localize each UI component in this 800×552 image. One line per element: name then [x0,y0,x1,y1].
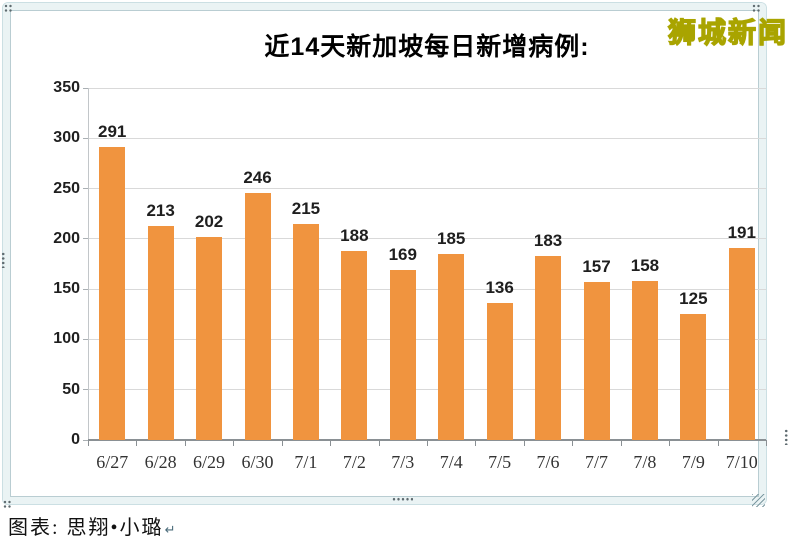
x-axis-tick-6 [378,440,380,446]
bar-value-6/29: 202 [194,211,224,231]
bar-7/7 [583,282,610,440]
y-axis-label-150: 150 [53,280,80,298]
bar-6/29 [196,236,223,440]
bar-6/30 [244,192,271,440]
x-axis-label-7/7: 7/7 [584,452,608,472]
y-axis-line [88,88,89,440]
x-axis-tick-12 [669,440,671,446]
resize-handle-bottom-middle[interactable] [392,497,413,502]
y-axis-tick-350 [83,87,88,89]
y-axis-label-300: 300 [53,129,80,147]
y-axis-tick-0 [83,439,88,441]
x-axis-label-7/2: 7/2 [342,452,366,472]
y-axis-tick-250 [83,188,88,190]
y-axis-label-250: 250 [53,179,80,197]
y-axis-tick-100 [83,338,88,340]
watermark-logo: 狮城新闻 [667,16,788,48]
bar-value-7/9: 125 [679,289,708,309]
x-axis-tick-8 [475,440,477,446]
bar-7/8 [631,281,658,440]
y-axis-tick-200 [83,238,88,240]
y-axis-tick-150 [83,288,88,290]
x-axis-label-7/6: 7/6 [536,452,560,472]
x-axis-tick-9 [523,440,525,446]
caption-text: 图表: 思翔•小璐 [8,517,164,539]
gridline-250 [88,188,766,190]
gridline-150 [88,288,766,290]
x-axis-tick-0 [88,440,89,446]
bar-value-7/1: 215 [291,198,321,218]
resize-handle-bottom-left[interactable] [3,500,12,509]
bar-7/6 [535,255,562,440]
gridline-350 [88,87,766,89]
bar-value-7/8: 158 [630,256,660,276]
x-axis-tick-4 [281,440,283,446]
bar-value-6/27: 291 [98,122,127,142]
x-axis-label-6/28: 6/28 [144,452,177,472]
x-axis-label-7/10: 7/10 [725,452,758,472]
x-axis-label-6/30: 6/30 [241,452,274,472]
resize-handle-middle-right[interactable] [784,429,789,445]
chart-source-caption: 图表: 思翔•小璐↵ [8,511,175,540]
bar-6/28 [147,225,174,440]
bar-value-7/5: 136 [485,278,514,298]
bar-7/5 [486,303,513,440]
resize-handle-top-right[interactable] [752,4,761,13]
x-axis-label-7/5: 7/5 [488,452,512,472]
x-axis-tick-10 [572,440,574,446]
y-axis-label-0: 0 [71,431,80,448]
bar-value-6/30: 246 [243,167,272,187]
bar-7/4 [438,253,465,440]
y-axis-label-350: 350 [53,79,80,96]
bar-7/2 [341,250,368,440]
bar-7/1 [292,223,319,440]
gridline-300 [88,137,766,139]
x-axis-tick-11 [620,440,622,446]
bar-value-7/6: 183 [533,230,563,250]
resize-handle-bottom-right[interactable] [752,494,765,507]
x-axis-label-7/4: 7/4 [439,452,463,472]
bar-6/27 [99,147,126,440]
bar-7/10 [728,247,755,440]
x-axis-label-6/29: 6/29 [193,452,226,472]
x-axis-tick-14 [766,440,767,446]
x-axis-label-7/1: 7/1 [294,452,318,472]
chart-title: 近14天新加坡每日新增病例: [264,33,590,61]
bar-7/9 [680,314,707,440]
bar-value-7/3: 169 [388,245,417,265]
x-axis-tick-13 [717,440,719,446]
y-axis-tick-300 [83,137,88,139]
x-axis-tick-3 [233,440,235,446]
bar-value-7/2: 188 [340,225,369,245]
x-axis-label-6/27: 6/27 [96,452,129,472]
bar-value-7/10: 191 [727,222,756,242]
x-axis-tick-5 [330,440,332,446]
x-axis-tick-1 [136,440,138,446]
x-axis-label-7/3: 7/3 [391,452,415,472]
bar-value-7/4: 185 [437,228,466,248]
bar-7/3 [389,270,416,440]
x-axis-tick-2 [184,440,186,446]
y-axis-label-200: 200 [53,229,80,247]
bar-value-7/7: 157 [582,257,611,277]
bar-value-6/28: 213 [146,200,175,220]
y-axis-label-100: 100 [53,330,80,348]
gridline-50 [88,389,766,391]
y-axis-label-50: 50 [62,380,80,398]
resize-handle-middle-left[interactable] [1,252,6,268]
x-axis-tick-7 [427,440,428,446]
resize-handle-top-left[interactable] [4,4,13,13]
paragraph-return-mark: ↵ [164,522,176,537]
x-axis-label-7/9: 7/9 [681,452,705,472]
gridline-200 [88,238,766,240]
y-axis-tick-50 [83,389,88,391]
x-axis-label-7/8: 7/8 [633,452,657,472]
gridline-100 [88,338,766,340]
